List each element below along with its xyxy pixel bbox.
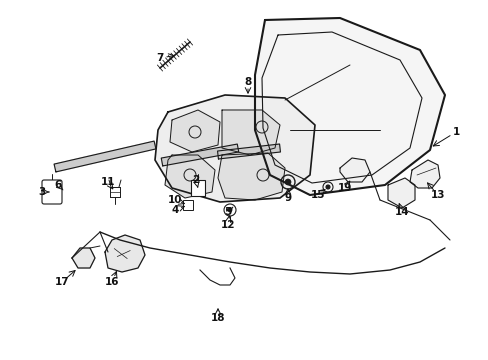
Polygon shape: [155, 95, 314, 202]
Text: 7: 7: [156, 53, 163, 63]
Text: 18: 18: [210, 313, 225, 323]
Text: 11: 11: [101, 177, 115, 187]
Polygon shape: [409, 160, 439, 188]
FancyBboxPatch shape: [42, 180, 62, 204]
Polygon shape: [217, 144, 280, 159]
Text: 15: 15: [310, 190, 325, 200]
Text: 12: 12: [220, 220, 235, 230]
Text: 6: 6: [54, 180, 61, 190]
Circle shape: [227, 208, 231, 212]
Text: 10: 10: [167, 195, 182, 205]
Polygon shape: [222, 110, 280, 155]
Text: 4: 4: [171, 205, 178, 215]
Polygon shape: [54, 141, 156, 172]
Text: 1: 1: [451, 127, 459, 137]
Polygon shape: [72, 248, 95, 268]
Polygon shape: [218, 153, 285, 200]
Bar: [183, 200, 193, 210]
Text: 13: 13: [430, 190, 445, 200]
Text: 14: 14: [394, 207, 408, 217]
Text: 16: 16: [104, 277, 119, 287]
Text: 8: 8: [244, 77, 251, 87]
Polygon shape: [170, 110, 220, 152]
Polygon shape: [254, 18, 444, 195]
Polygon shape: [387, 178, 414, 208]
Bar: [191, 180, 204, 196]
Circle shape: [285, 179, 290, 185]
Text: 5: 5: [224, 207, 231, 217]
Text: 3: 3: [38, 187, 45, 197]
Text: 2: 2: [192, 175, 199, 185]
Circle shape: [325, 185, 329, 189]
Polygon shape: [164, 155, 215, 198]
Polygon shape: [161, 144, 238, 166]
Text: 19: 19: [337, 183, 351, 193]
Text: 9: 9: [284, 193, 291, 203]
Text: 17: 17: [55, 277, 69, 287]
Polygon shape: [105, 235, 145, 272]
Polygon shape: [339, 158, 369, 182]
